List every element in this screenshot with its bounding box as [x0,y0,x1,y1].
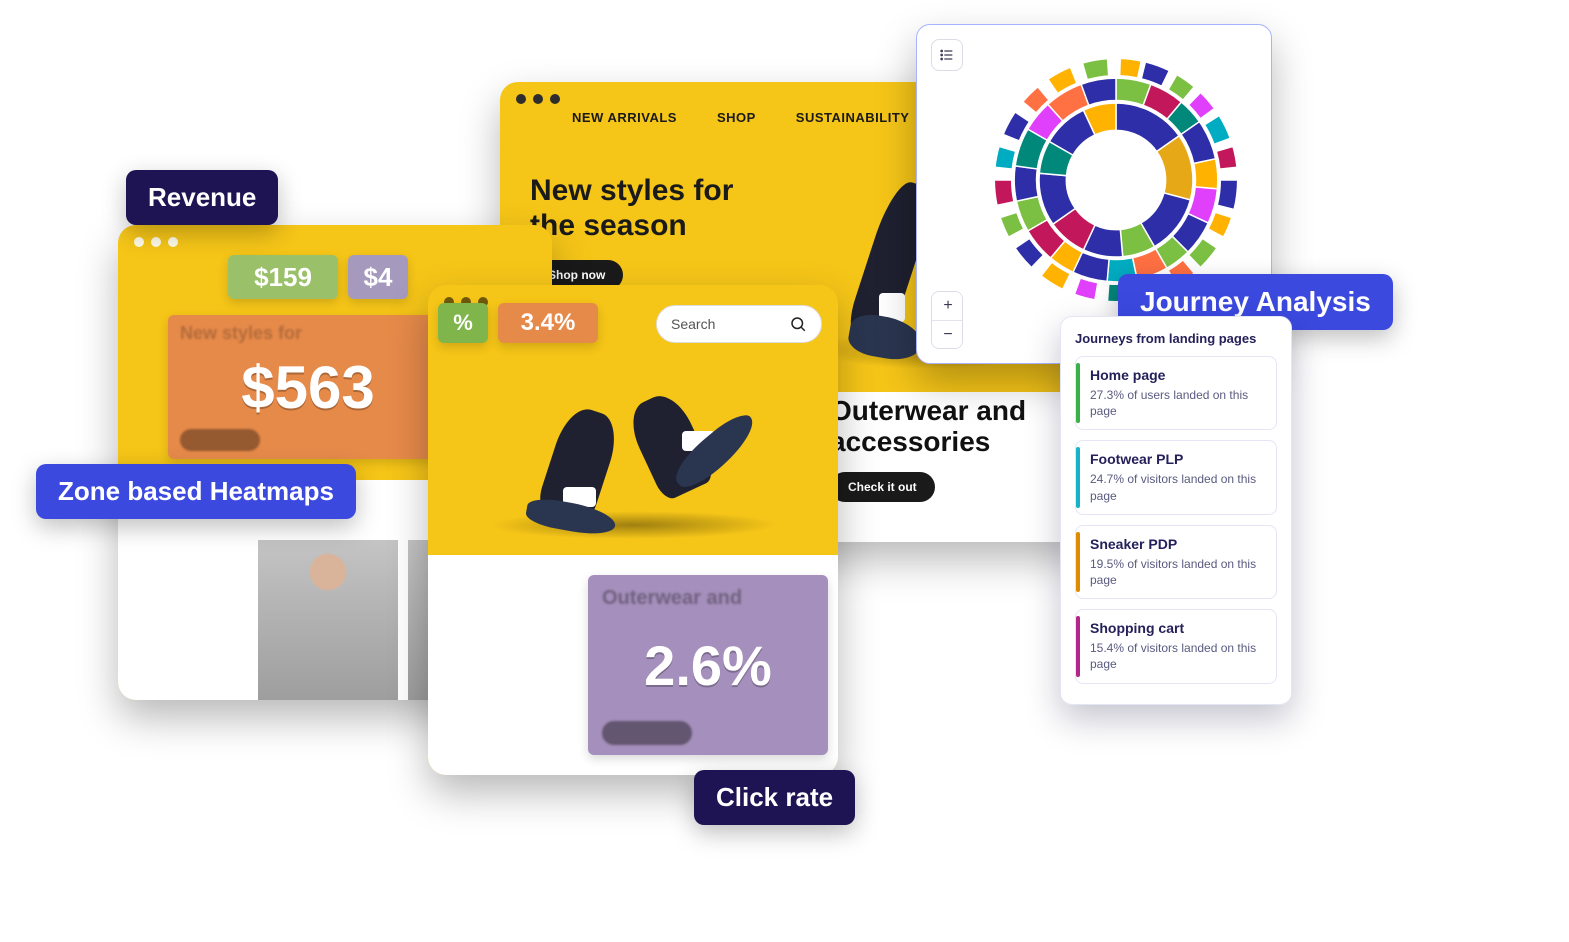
zoom-out-button[interactable]: − [932,320,963,348]
product-photo [258,540,398,700]
zoom-controls: + − [931,291,963,349]
sunburst-segment[interactable] [995,146,1016,169]
heatmap-value-563: New styles for $563 [168,315,448,459]
hero-title: New styles for the season [530,174,780,243]
heatmap-pct-partial: % [438,303,488,343]
nav-item[interactable]: NEW ARRIVALS [572,110,677,125]
label-heatmaps: Zone based Heatmaps [36,464,356,519]
check-it-out-button[interactable]: Check it out [830,472,935,502]
journey-item-accent [1076,363,1080,423]
journey-panel-title: Journeys from landing pages [1075,331,1277,346]
journey-item-subtitle: 24.7% of visitors landed on this page [1090,471,1264,503]
journey-item-accent [1076,447,1080,507]
journey-item[interactable]: Sneaker PDP 19.5% of visitors landed on t… [1075,525,1277,599]
sunburst-segment[interactable] [1074,278,1098,300]
blurred-button [180,429,260,451]
heatmap-pct-26: Outerwear and 2.6% [588,575,828,755]
sunburst-segment[interactable] [994,180,1014,205]
heatmap-pct-34: 3.4% [498,303,598,343]
journey-item-title: Home page [1090,367,1264,383]
search-icon [789,315,807,333]
blurred-hero-text: New styles for [180,323,436,344]
journey-item[interactable]: Shopping cart 15.4% of visitors landed on… [1075,609,1277,683]
blurred-text: Outerwear and [602,587,814,610]
strip-title: Outerwear and accessories [830,396,1090,458]
list-icon [939,47,955,63]
zoom-in-button[interactable]: + [932,292,963,320]
sunburst-segment[interactable] [1120,58,1142,78]
sunburst-segment[interactable] [1217,180,1237,209]
clickrate-card: % 3.4% Search Outerwear and 2.6% [428,285,838,775]
sunburst-segment[interactable] [1082,59,1108,80]
label-revenue: Revenue [126,170,278,225]
window-dots [516,94,560,104]
journey-item-subtitle: 27.3% of users landed on this page [1090,387,1264,419]
journey-item-subtitle: 15.4% of visitors landed on this page [1090,640,1264,672]
search-placeholder: Search [671,316,715,332]
journey-item-title: Footwear PLP [1090,451,1264,467]
runner-image [428,355,838,555]
journey-item-accent [1076,532,1080,592]
journey-item-title: Sneaker PDP [1090,536,1264,552]
window-dots [134,237,178,247]
list-menu-button[interactable] [931,39,963,71]
heatmap-value-partial: $4 [348,255,408,299]
sunburst-segment[interactable] [1194,159,1218,189]
heatmap-big-number: $563 [241,353,374,422]
heatmap-big-pct: 2.6% [644,633,772,698]
journey-item-subtitle: 19.5% of visitors landed on this page [1090,556,1264,588]
journey-item-title: Shopping cart [1090,620,1264,636]
journey-panel: Journeys from landing pages Home page 27.… [1060,316,1292,705]
nav-item[interactable]: SHOP [717,110,756,125]
journey-item[interactable]: Footwear PLP 24.7% of visitors landed on … [1075,440,1277,514]
blurred-button [602,721,692,745]
heatmap-value-159: $159 [228,255,338,299]
journey-item-accent [1076,616,1080,676]
label-click-rate: Click rate [694,770,855,825]
search-input[interactable]: Search [656,305,822,343]
sunburst-segment[interactable] [1014,166,1038,201]
sunburst-segment[interactable] [1216,146,1237,169]
journey-item[interactable]: Home page 27.3% of users landed on this p… [1075,356,1277,430]
